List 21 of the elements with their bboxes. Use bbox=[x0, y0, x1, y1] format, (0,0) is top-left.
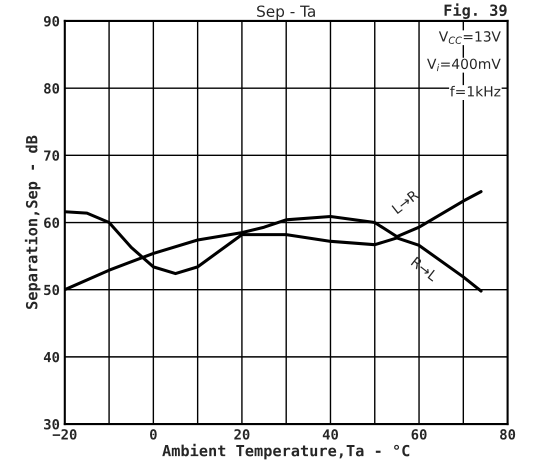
y-tick-label: 40 bbox=[44, 352, 60, 362]
annotation: V$_{i}$=400mV bbox=[427, 58, 501, 72]
caption: Fig. 39 bbox=[444, 3, 507, 19]
annotation: f=1kHz bbox=[450, 86, 500, 96]
y-tick-label: 50 bbox=[44, 284, 60, 296]
x-tick-label: 0 bbox=[150, 429, 157, 440]
x-axis-title: Ambient Temperature,Ta - °C bbox=[162, 444, 410, 460]
x-tick-label: 40 bbox=[322, 429, 338, 440]
annotation: V$_{CC}$=13V bbox=[438, 31, 501, 44]
chart-title: Sep - Ta bbox=[257, 5, 315, 20]
y-axis-title: Separation,Sep - dB bbox=[24, 136, 40, 309]
y-tick-label: 80 bbox=[44, 83, 60, 94]
y-tick-label: 30 bbox=[44, 419, 60, 430]
y-tick-label: 70 bbox=[44, 150, 60, 161]
y-tick-label: 60 bbox=[44, 217, 60, 228]
y-tick-label: 90 bbox=[44, 16, 60, 27]
text: L→R bbox=[392, 189, 420, 214]
x-tick-label: 80 bbox=[500, 429, 516, 440]
x-tick-label: −20 bbox=[52, 429, 77, 440]
x-tick-label: 60 bbox=[412, 429, 427, 440]
x-tick-label: 20 bbox=[234, 429, 250, 440]
